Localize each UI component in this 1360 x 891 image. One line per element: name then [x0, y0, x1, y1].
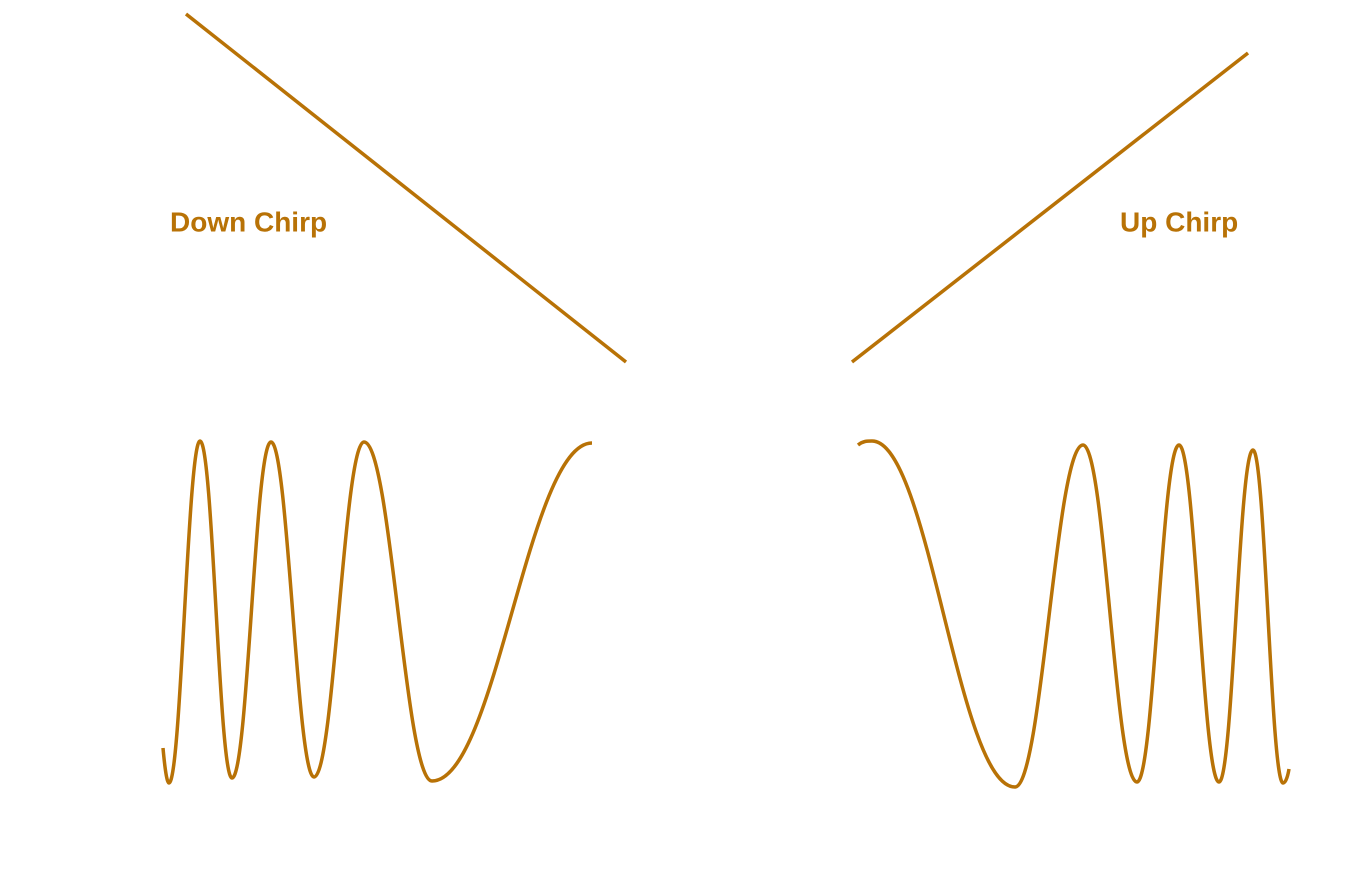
up-slope-line [850, 51, 1250, 364]
down-slope-line [184, 12, 628, 364]
panel-label: Down Chirp [170, 206, 327, 237]
panel-label: Up Chirp [1120, 206, 1238, 237]
down-chirp-waveform [161, 439, 593, 785]
up-chirp-waveform [856, 439, 1291, 789]
